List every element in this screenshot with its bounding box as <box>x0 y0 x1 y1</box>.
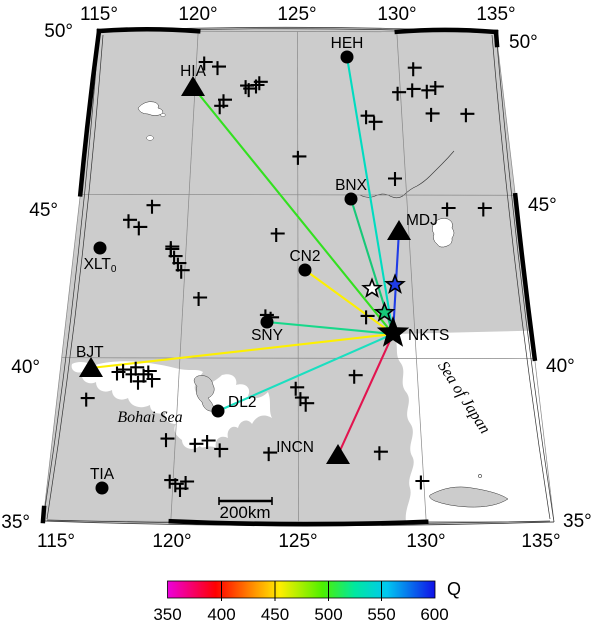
svg-text:MDJ: MDJ <box>406 212 438 229</box>
svg-text:45°: 45° <box>29 200 58 221</box>
svg-text:130°: 130° <box>377 4 416 25</box>
svg-text:TIA: TIA <box>90 466 115 483</box>
svg-text:135°: 135° <box>476 4 515 25</box>
svg-text:CN2: CN2 <box>289 248 320 265</box>
svg-text:200km: 200km <box>219 503 270 522</box>
svg-text:120°: 120° <box>178 4 217 25</box>
svg-text:115°: 115° <box>80 4 118 25</box>
svg-text:50°: 50° <box>509 32 538 53</box>
svg-text:HIA: HIA <box>180 63 207 80</box>
svg-text:DL2: DL2 <box>228 394 256 411</box>
svg-text:35°: 35° <box>563 511 592 532</box>
svg-text:130°: 130° <box>406 531 445 552</box>
svg-text:SNY: SNY <box>251 327 283 344</box>
svg-text:50°: 50° <box>44 21 73 42</box>
svg-text:40°: 40° <box>546 356 575 377</box>
svg-text:Bohai Sea: Bohai Sea <box>117 409 182 426</box>
svg-text:HEH: HEH <box>331 35 364 52</box>
svg-text:35°: 35° <box>1 512 30 533</box>
svg-text:350: 350 <box>153 605 181 624</box>
svg-text:550: 550 <box>367 605 395 624</box>
svg-text:400: 400 <box>207 605 235 624</box>
svg-text:INCN: INCN <box>276 439 314 456</box>
svg-text:45°: 45° <box>528 195 557 216</box>
svg-text:600: 600 <box>420 605 448 624</box>
svg-text:120°: 120° <box>152 531 191 552</box>
svg-text:40°: 40° <box>11 357 40 378</box>
svg-text:135°: 135° <box>521 531 560 552</box>
svg-text:115°: 115° <box>37 531 75 552</box>
svg-text:NKTS: NKTS <box>408 327 449 344</box>
svg-text:BNX: BNX <box>335 177 368 194</box>
svg-text:125°: 125° <box>277 4 316 25</box>
svg-text:450: 450 <box>261 605 289 624</box>
svg-text:Q: Q <box>447 579 461 599</box>
svg-text:125°: 125° <box>278 531 317 552</box>
svg-text:BJT: BJT <box>76 344 104 361</box>
svg-text:500: 500 <box>314 605 342 624</box>
